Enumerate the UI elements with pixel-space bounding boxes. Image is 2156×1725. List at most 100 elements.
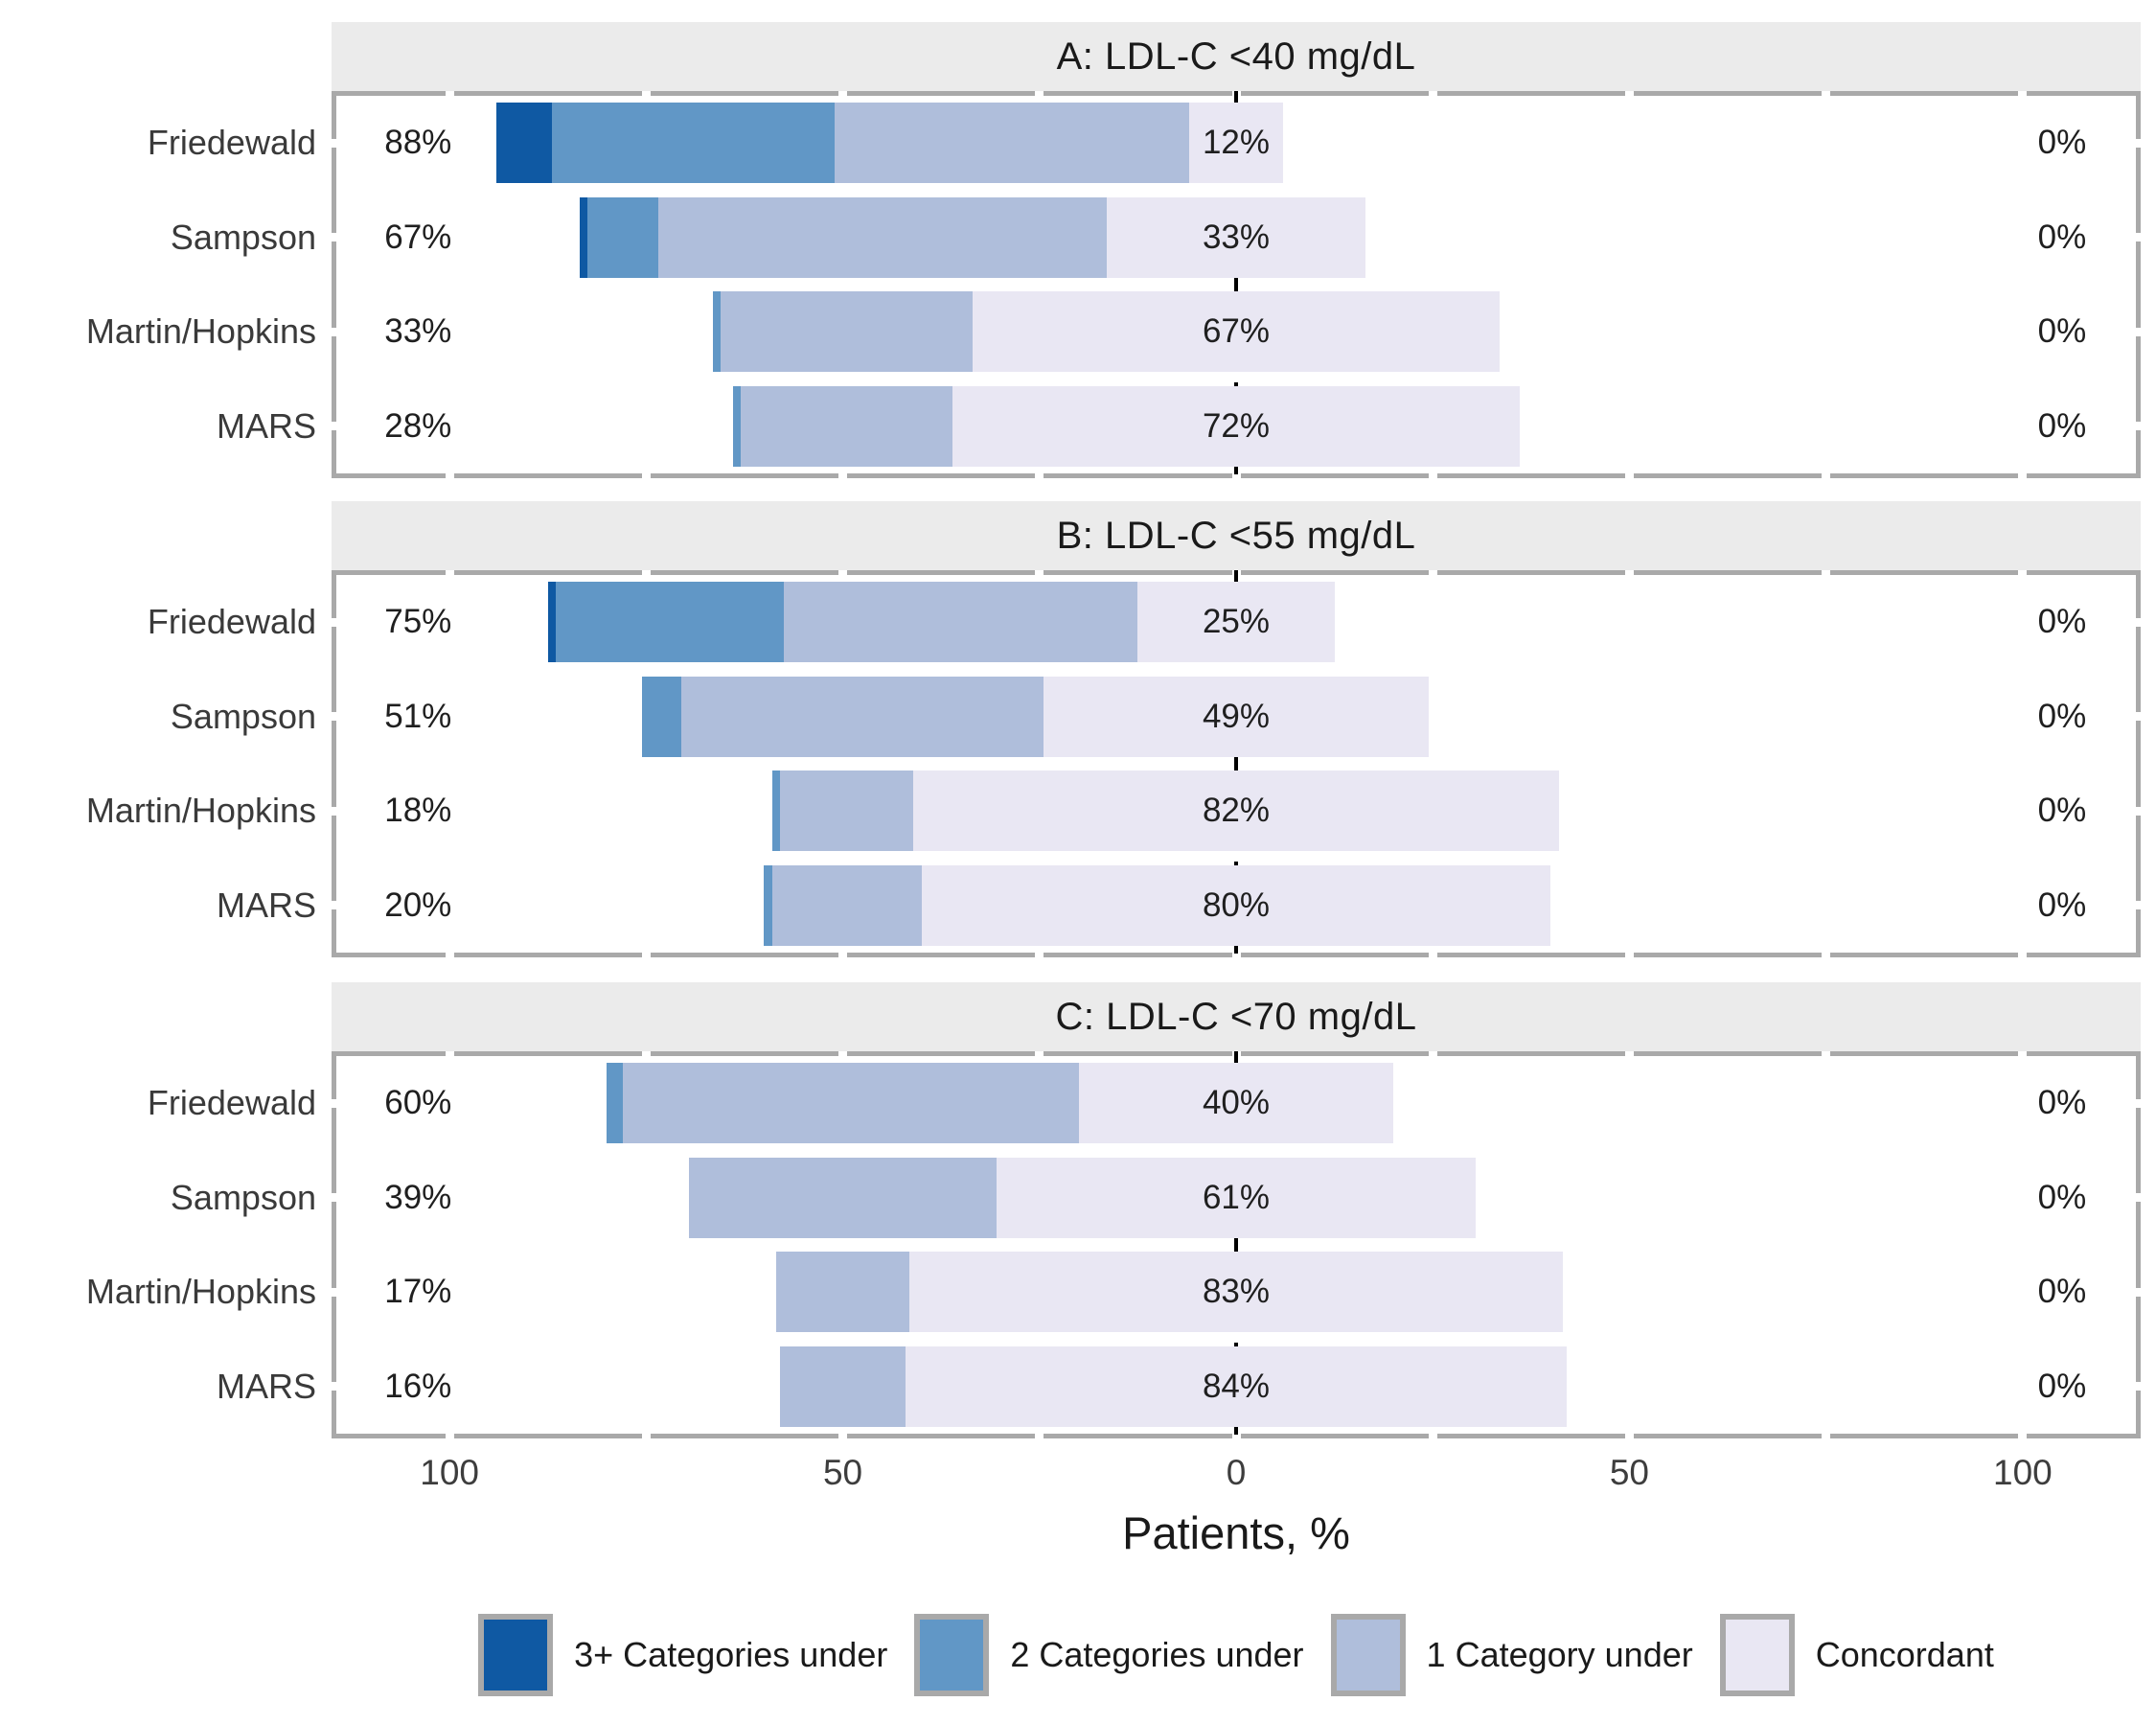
axis-tick-gap	[641, 1434, 651, 1438]
segment-2-categories-under	[771, 770, 780, 852]
axis-tick-gap	[1428, 953, 1437, 957]
axis-tick-gap	[2018, 473, 2028, 478]
category-tick-gap	[332, 712, 336, 722]
axis-tick-gap	[1822, 953, 1831, 957]
axis-tick-gap	[1035, 1434, 1044, 1438]
axis-tick-gap	[1035, 473, 1044, 478]
zero-reference-line	[1234, 1051, 1238, 1438]
legend-key-swatch	[1330, 1614, 1406, 1696]
category-tick-gap	[2136, 422, 2141, 431]
segment-2-categories-under	[607, 1063, 623, 1144]
segment-1-category-under	[721, 291, 973, 373]
segment-3plus-categories-under	[547, 582, 556, 663]
value-label-concordant: 33%	[1202, 218, 1271, 256]
axis-tick-gap	[1428, 1434, 1437, 1438]
panel-plot-area: 88% 12% 0% 67% 33% 0% 33% 67% 0% 28% 72% 0%	[332, 91, 2141, 478]
method-label: Friedewald	[147, 602, 316, 642]
segment-2-categories-under	[713, 291, 722, 373]
legend-label: 2 Categories under	[1010, 1635, 1304, 1674]
panel-strip: A: LDL-C <40 mg/dL	[332, 22, 2141, 91]
axis-tick-gap	[641, 570, 651, 575]
panel-plot-area: 75% 25% 0% 51% 49% 0% 18% 82% 0% 20% 80% 0%	[332, 570, 2141, 957]
legend-item: 3+ Categories under	[478, 1614, 887, 1696]
value-label-over-total: 0%	[2037, 1367, 2087, 1405]
segment-1-category-under	[740, 385, 953, 467]
value-label-concordant: 67%	[1202, 312, 1271, 351]
category-tick-gap	[2136, 806, 2141, 816]
category-tick-gap	[332, 1382, 336, 1392]
segment-1-category-under	[779, 770, 914, 852]
value-label-concordant: 40%	[1202, 1084, 1271, 1122]
category-tick-gap	[2136, 327, 2141, 336]
category-tick-gap	[2136, 1098, 2141, 1108]
value-label-over-total: 0%	[2037, 406, 2087, 445]
axis-tick-gap	[2018, 1434, 2028, 1438]
segment-1-category-under	[681, 676, 1044, 757]
axis-tick-gap	[2018, 570, 2028, 575]
zero-reference-line	[1234, 570, 1238, 957]
x-axis-tick-label: 0	[1226, 1453, 1247, 1492]
panel-title: C: LDL-C <70 mg/dL	[1055, 995, 1417, 1038]
category-tick-gap	[2136, 1193, 2141, 1203]
segment-1-category-under	[775, 1252, 910, 1333]
value-label-concordant: 72%	[1202, 406, 1271, 445]
value-label-over-total: 0%	[2037, 697, 2087, 735]
legend-item: 2 Categories under	[914, 1614, 1304, 1696]
value-label-over-total: 0%	[2037, 124, 2087, 162]
zero-reference-line	[1234, 91, 1238, 478]
category-tick-gap	[2136, 712, 2141, 722]
segment-concordant	[1106, 196, 1366, 278]
segment-concordant	[913, 770, 1559, 852]
category-tick-gap	[332, 1098, 336, 1108]
axis-tick-gap	[1035, 91, 1044, 96]
axis-tick-gap	[2018, 953, 2028, 957]
axis-tick-gap	[1822, 1434, 1831, 1438]
value-label-concordant: 82%	[1202, 792, 1271, 830]
segment-concordant	[1043, 676, 1430, 757]
axis-tick-gap	[445, 1051, 454, 1056]
axis-tick-gap	[641, 473, 651, 478]
panel-strip: B: LDL-C <55 mg/dL	[332, 501, 2141, 570]
axis-tick-gap	[1822, 91, 1831, 96]
category-tick-gap	[2136, 901, 2141, 910]
legend-item: 1 Category under	[1330, 1614, 1693, 1696]
value-label-under-total: 20%	[384, 886, 452, 924]
legend: 3+ Categories under 2 Categories under 1 C…	[332, 1612, 2141, 1698]
category-tick-gap	[332, 138, 336, 148]
segment-3plus-categories-under	[579, 196, 587, 278]
value-label-under-total: 28%	[384, 406, 452, 445]
value-label-concordant: 84%	[1202, 1367, 1271, 1405]
axis-tick-gap	[1035, 953, 1044, 957]
segment-2-categories-under	[642, 676, 682, 757]
x-axis-title: Patients, %	[1122, 1507, 1350, 1558]
segment-2-categories-under	[732, 385, 741, 467]
value-label-under-total: 33%	[384, 312, 452, 351]
axis-tick-gap	[1624, 473, 1634, 478]
value-label-under-total: 39%	[384, 1178, 452, 1216]
axis-tick-gap	[838, 570, 848, 575]
method-label: MARS	[216, 405, 316, 446]
panel-title: A: LDL-C <40 mg/dL	[1056, 34, 1416, 78]
axis-tick-gap	[2018, 91, 2028, 96]
segment-2-categories-under	[555, 582, 784, 663]
segment-concordant	[996, 1157, 1477, 1238]
method-label: Martin/Hopkins	[85, 791, 316, 831]
segment-concordant	[906, 1346, 1567, 1427]
segment-2-categories-under	[586, 196, 658, 278]
axis-tick-gap	[1624, 91, 1634, 96]
axis-tick-gap	[445, 953, 454, 957]
segment-1-category-under	[835, 103, 1189, 184]
panel-strip: C: LDL-C <70 mg/dL	[332, 982, 2141, 1051]
method-label: Sampson	[170, 696, 316, 736]
value-label-concordant: 25%	[1202, 603, 1271, 641]
segment-1-category-under	[689, 1157, 997, 1238]
category-tick-gap	[2136, 1382, 2141, 1392]
segment-1-category-under	[771, 864, 922, 946]
category-tick-gap	[332, 327, 336, 336]
axis-tick-gap	[641, 1051, 651, 1056]
legend-key-swatch	[1719, 1614, 1795, 1696]
x-axis-tick-label: 100	[1992, 1453, 2053, 1492]
segment-concordant	[1137, 582, 1335, 663]
value-label-concordant: 12%	[1202, 124, 1271, 162]
